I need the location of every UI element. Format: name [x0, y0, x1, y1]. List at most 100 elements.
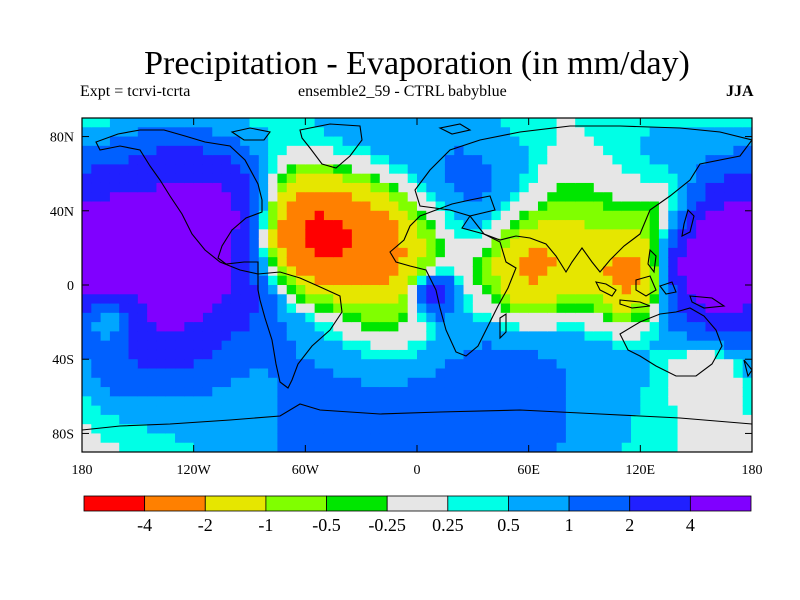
field-cell	[463, 201, 474, 212]
field-cell	[230, 182, 241, 193]
field-cell	[156, 349, 167, 360]
field-cell	[631, 312, 641, 323]
field-cell	[249, 127, 260, 138]
field-cell	[389, 275, 399, 286]
field-cell	[444, 173, 455, 184]
field-cell	[714, 349, 725, 360]
field-cell	[323, 164, 334, 175]
field-cell	[342, 303, 353, 314]
field-cell	[277, 155, 288, 165]
field-cell	[184, 275, 195, 286]
field-cell	[137, 238, 148, 249]
field-cell	[202, 155, 213, 165]
field-cell	[91, 201, 102, 212]
field-cell	[658, 229, 669, 240]
field-cell	[277, 118, 288, 128]
field-cell	[212, 442, 223, 452]
field-cell	[463, 257, 474, 268]
field-cell	[351, 155, 362, 165]
field-cell	[147, 359, 158, 370]
field-cell	[175, 414, 185, 425]
field-cell	[249, 294, 260, 305]
field-cell	[714, 405, 725, 416]
field-cell	[268, 173, 279, 184]
field-cell	[230, 387, 241, 397]
field-cell	[500, 396, 511, 407]
field-cell	[249, 210, 260, 221]
field-cell	[277, 377, 288, 388]
field-cell	[249, 387, 260, 397]
field-cell	[221, 396, 232, 407]
field-cell	[500, 387, 511, 397]
field-cell	[472, 192, 483, 203]
field-cell	[333, 275, 344, 286]
field-cell	[333, 303, 344, 314]
field-cell	[733, 173, 744, 184]
field-cell	[621, 322, 632, 332]
field-cell	[175, 377, 185, 388]
field-cell	[258, 322, 269, 332]
field-cell	[156, 340, 167, 351]
field-cell	[156, 294, 167, 305]
field-cell	[668, 247, 679, 258]
field-cell	[519, 173, 530, 184]
field-cell	[649, 368, 660, 379]
field-cell	[575, 201, 586, 212]
field-cell	[733, 433, 744, 444]
field-cell	[370, 303, 381, 314]
field-cell	[379, 349, 390, 360]
coastline-layer	[82, 123, 752, 431]
field-cell	[370, 387, 381, 397]
field-cell	[323, 182, 334, 193]
field-cell	[296, 238, 306, 249]
field-cell	[696, 257, 707, 268]
field-cell	[519, 294, 530, 305]
field-cell	[165, 359, 176, 370]
field-cell	[156, 136, 167, 147]
field-cell	[212, 405, 223, 416]
field-cell	[156, 368, 167, 379]
field-cell	[435, 118, 446, 128]
field-cell	[668, 294, 679, 305]
field-cell	[547, 192, 558, 203]
field-cell	[109, 303, 120, 314]
field-cell	[333, 220, 344, 230]
field-cell	[184, 210, 195, 221]
field-cell	[212, 136, 223, 147]
field-cell	[361, 220, 372, 230]
field-cell	[482, 136, 493, 147]
field-cell	[584, 118, 595, 128]
field-cell	[537, 368, 548, 379]
field-cell	[742, 164, 752, 175]
field-cell	[277, 322, 288, 332]
field-cell	[100, 312, 111, 323]
field-cell	[221, 359, 232, 370]
field-cell	[361, 238, 372, 249]
field-cell	[379, 145, 390, 156]
field-cell	[147, 247, 158, 258]
field-cell	[537, 414, 548, 425]
field-cell	[593, 442, 604, 452]
field-cell	[547, 182, 558, 193]
field-cell	[528, 312, 539, 323]
field-cell	[389, 322, 399, 332]
field-cell	[649, 396, 660, 407]
field-cell	[658, 368, 669, 379]
field-cell	[221, 192, 232, 203]
field-cell	[100, 229, 111, 240]
field-cell	[742, 173, 752, 184]
field-cell	[361, 155, 372, 165]
field-cell	[296, 433, 306, 444]
field-cell	[221, 340, 232, 351]
field-cell	[500, 368, 511, 379]
field-cell	[361, 377, 372, 388]
field-cell	[212, 145, 223, 156]
field-cell	[649, 145, 660, 156]
field-cell	[398, 257, 409, 268]
field-cell	[714, 340, 725, 351]
field-cell	[593, 127, 604, 138]
colorbar-swatch	[508, 495, 570, 512]
field-cell	[351, 127, 362, 138]
field-cell	[417, 396, 427, 407]
field-cell	[370, 229, 381, 240]
